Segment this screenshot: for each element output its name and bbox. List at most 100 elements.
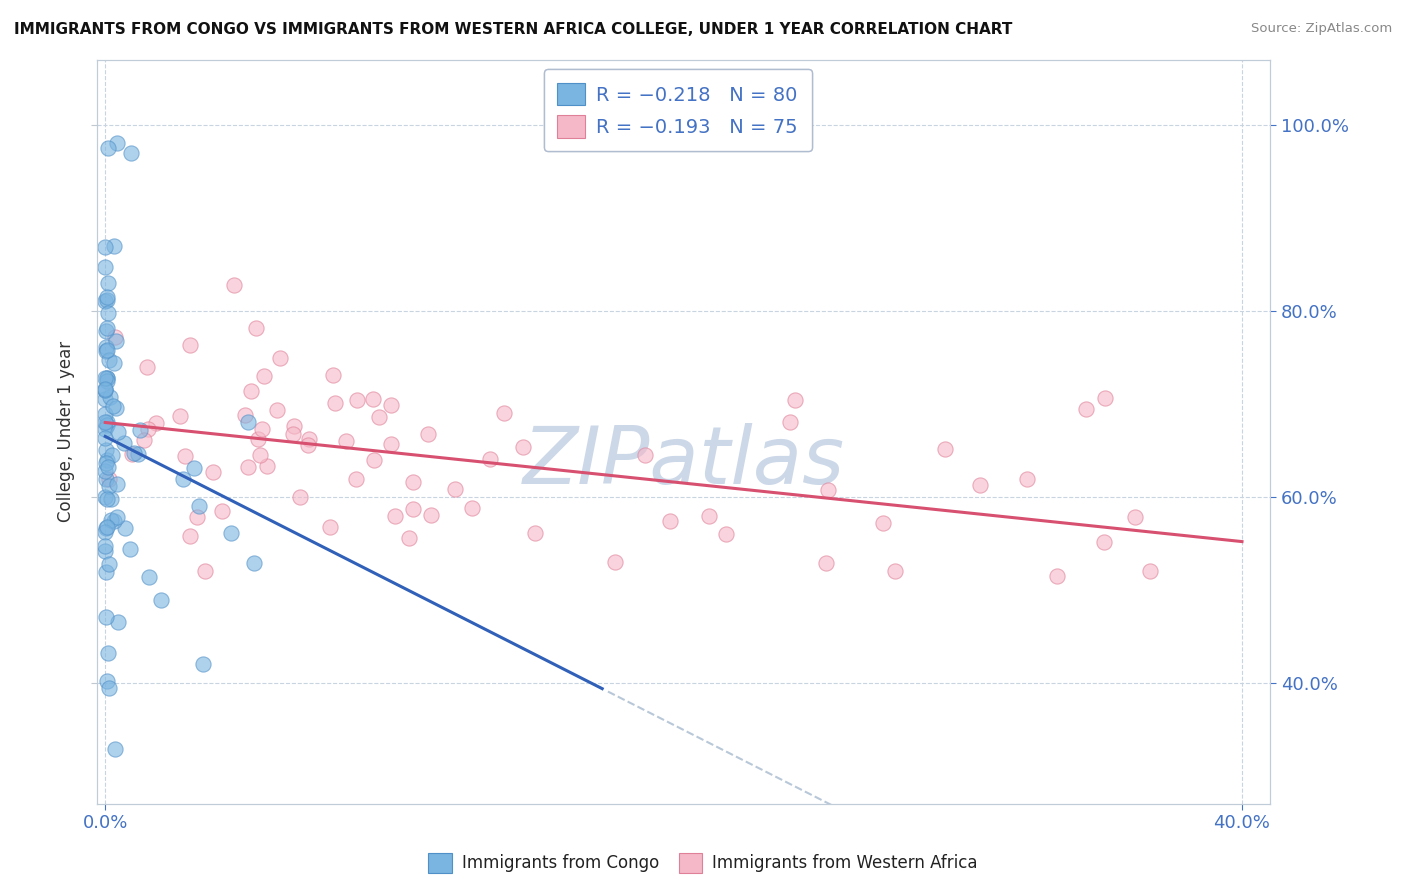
- Point: [714, 527, 737, 541]
- Point: [100, 448, 122, 462]
- Point: [94, 240, 117, 254]
- Point: [173, 450, 195, 464]
- Point: [121, 447, 143, 461]
- Point: [269, 351, 291, 365]
- Point: [150, 593, 173, 607]
- Point: [187, 499, 209, 513]
- Point: [96, 491, 118, 506]
- Point: [884, 565, 907, 579]
- Point: [104, 330, 127, 344]
- Point: [120, 145, 142, 160]
- Point: [94, 343, 117, 358]
- Point: [186, 510, 208, 524]
- Point: [479, 451, 502, 466]
- Point: [384, 509, 406, 524]
- Point: [1139, 565, 1161, 579]
- Point: [107, 425, 129, 440]
- Point: [219, 526, 242, 541]
- Point: [105, 510, 128, 524]
- Point: [96, 374, 118, 388]
- Point: [96, 520, 118, 534]
- Point: [145, 416, 167, 430]
- Point: [367, 409, 389, 424]
- Point: [1074, 401, 1097, 416]
- Point: [325, 396, 347, 410]
- Point: [100, 491, 122, 506]
- Point: [969, 477, 991, 491]
- Point: [236, 415, 259, 429]
- Point: [1123, 510, 1146, 524]
- Point: [283, 427, 305, 442]
- Point: [319, 519, 342, 533]
- Point: [603, 555, 626, 569]
- Point: [94, 383, 117, 397]
- Point: [94, 382, 117, 396]
- Point: [420, 508, 443, 522]
- Point: [634, 448, 657, 462]
- Point: [1015, 472, 1038, 486]
- Point: [103, 356, 125, 370]
- Point: [94, 464, 117, 478]
- Point: [211, 504, 233, 518]
- Point: [344, 472, 367, 486]
- Point: [112, 436, 135, 450]
- Point: [94, 339, 117, 353]
- Point: [132, 433, 155, 447]
- Point: [104, 742, 127, 756]
- Point: [94, 422, 117, 436]
- Point: [94, 490, 117, 504]
- Point: [872, 516, 894, 531]
- Point: [492, 406, 515, 420]
- Point: [512, 440, 534, 454]
- Point: [96, 371, 118, 385]
- Point: [94, 432, 117, 446]
- Point: [101, 399, 124, 413]
- Point: [658, 514, 681, 528]
- Point: [236, 459, 259, 474]
- Point: [118, 542, 141, 557]
- Point: [934, 442, 956, 456]
- Point: [96, 442, 118, 457]
- Point: [97, 352, 120, 367]
- Point: [191, 657, 214, 672]
- Y-axis label: College, Under 1 year: College, Under 1 year: [58, 342, 75, 523]
- Point: [114, 521, 136, 535]
- Point: [402, 475, 425, 489]
- Point: [105, 401, 128, 416]
- Point: [96, 472, 118, 486]
- Point: [94, 544, 117, 558]
- Point: [94, 415, 117, 429]
- Point: [322, 368, 344, 382]
- Point: [94, 293, 117, 308]
- Point: [361, 392, 384, 406]
- Point: [97, 276, 120, 290]
- Point: [179, 529, 201, 543]
- Point: [98, 390, 121, 404]
- Point: [298, 432, 321, 446]
- Point: [444, 482, 467, 496]
- Legend: Immigrants from Congo, Immigrants from Western Africa: Immigrants from Congo, Immigrants from W…: [422, 847, 984, 880]
- Point: [1046, 569, 1069, 583]
- Point: [363, 453, 385, 467]
- Point: [288, 490, 311, 504]
- Point: [94, 609, 117, 624]
- Point: [103, 238, 125, 252]
- Point: [97, 460, 120, 475]
- Text: Source: ZipAtlas.com: Source: ZipAtlas.com: [1251, 22, 1392, 36]
- Point: [524, 526, 547, 541]
- Point: [346, 392, 368, 407]
- Point: [783, 392, 806, 407]
- Point: [779, 415, 801, 429]
- Point: [96, 415, 118, 429]
- Point: [96, 418, 118, 433]
- Point: [380, 398, 402, 412]
- Point: [96, 453, 118, 467]
- Point: [100, 513, 122, 527]
- Point: [138, 569, 160, 583]
- Point: [233, 408, 256, 422]
- Point: [104, 334, 127, 349]
- Point: [172, 472, 194, 486]
- Text: IMMIGRANTS FROM CONGO VS IMMIGRANTS FROM WESTERN AFRICA COLLEGE, UNDER 1 YEAR CO: IMMIGRANTS FROM CONGO VS IMMIGRANTS FROM…: [14, 22, 1012, 37]
- Point: [201, 466, 224, 480]
- Point: [94, 521, 117, 535]
